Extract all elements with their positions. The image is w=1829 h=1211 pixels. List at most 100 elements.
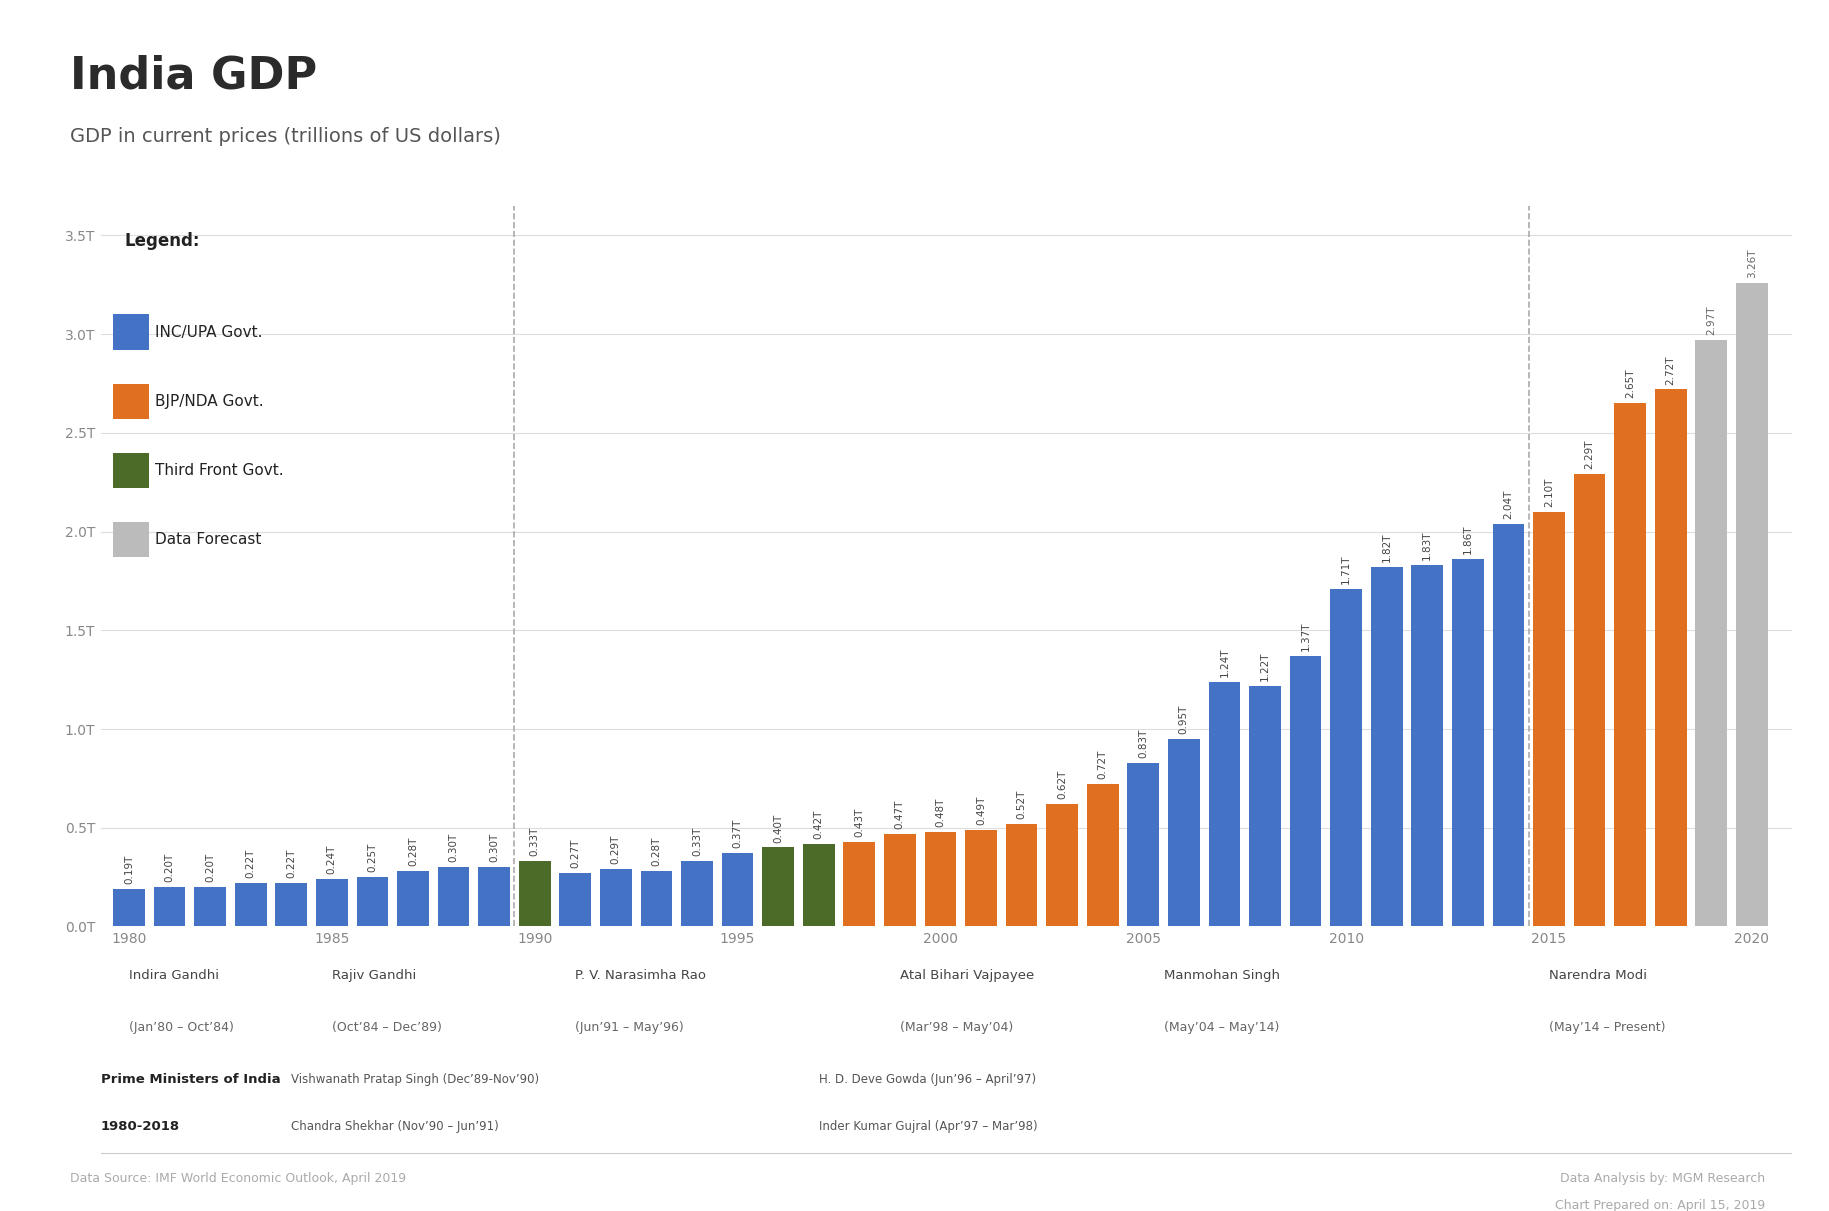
Bar	[1695, 340, 1727, 926]
Text: 0.20T: 0.20T	[205, 853, 216, 882]
Text: Manmohan Singh: Manmohan Singh	[1163, 969, 1280, 982]
Text: 1.83T: 1.83T	[1423, 530, 1432, 561]
Text: H. D. Deve Gowda (Jun’96 – April’97): H. D. Deve Gowda (Jun’96 – April’97)	[819, 1073, 1035, 1086]
Text: Atal Bihari Vajpayee: Atal Bihari Vajpayee	[900, 969, 1033, 982]
Text: 0.49T: 0.49T	[977, 796, 986, 825]
Text: GDP in current prices (trillions of US dollars): GDP in current prices (trillions of US d…	[70, 127, 501, 147]
Text: Data Source: IMF World Economic Outlook, April 2019: Data Source: IMF World Economic Outlook,…	[70, 1172, 406, 1186]
Text: Legend:: Legend:	[124, 231, 201, 249]
Bar	[1169, 739, 1200, 926]
Text: 0.27T: 0.27T	[571, 839, 580, 868]
Text: Prime Ministers of India: Prime Ministers of India	[101, 1073, 280, 1086]
Bar	[1615, 403, 1646, 926]
Bar	[479, 867, 510, 926]
Text: Rajiv Gandhi: Rajiv Gandhi	[331, 969, 417, 982]
Text: 0.22T: 0.22T	[287, 849, 296, 878]
Text: (May’14 – Present): (May’14 – Present)	[1549, 1021, 1666, 1034]
Bar	[113, 889, 144, 926]
Bar	[1655, 390, 1686, 926]
Text: Data Forecast: Data Forecast	[155, 532, 262, 547]
Bar	[1249, 685, 1280, 926]
Bar	[519, 861, 551, 926]
Bar	[1046, 804, 1077, 926]
Text: 0.30T: 0.30T	[488, 833, 499, 862]
Bar	[154, 886, 185, 926]
Text: 0.19T: 0.19T	[124, 855, 134, 884]
Bar	[640, 871, 673, 926]
Text: 1.86T: 1.86T	[1463, 524, 1472, 555]
Text: 0.33T: 0.33T	[530, 827, 540, 856]
Bar	[1492, 523, 1524, 926]
FancyBboxPatch shape	[113, 384, 150, 419]
Bar	[1289, 656, 1321, 926]
Text: (May’04 – May’14): (May’04 – May’14)	[1163, 1021, 1278, 1034]
Bar	[194, 886, 227, 926]
Text: 2.97T: 2.97T	[1706, 305, 1716, 335]
Bar	[357, 877, 388, 926]
Text: 1.71T: 1.71T	[1341, 555, 1352, 584]
Bar	[397, 871, 428, 926]
Text: 0.52T: 0.52T	[1017, 790, 1026, 819]
Bar	[1573, 475, 1606, 926]
Text: (Jan’80 – Oct’84): (Jan’80 – Oct’84)	[130, 1021, 234, 1034]
Text: Inder Kumar Gujral (Apr’97 – Mar’98): Inder Kumar Gujral (Apr’97 – Mar’98)	[819, 1120, 1037, 1133]
Text: 0.24T: 0.24T	[327, 845, 337, 874]
Bar	[843, 842, 874, 926]
Bar	[560, 873, 591, 926]
Bar	[234, 883, 267, 926]
Text: BJP/NDA Govt.: BJP/NDA Govt.	[155, 394, 263, 409]
Text: (Mar’98 – May’04): (Mar’98 – May’04)	[900, 1021, 1013, 1034]
FancyBboxPatch shape	[113, 453, 150, 488]
Text: Data Analysis by: MGM Research: Data Analysis by: MGM Research	[1560, 1172, 1765, 1186]
Text: 0.48T: 0.48T	[935, 797, 946, 827]
Bar	[1412, 566, 1443, 926]
Bar	[1452, 559, 1483, 926]
Text: 0.20T: 0.20T	[165, 853, 174, 882]
Text: 0.30T: 0.30T	[448, 833, 459, 862]
FancyBboxPatch shape	[113, 315, 150, 350]
Bar	[1533, 512, 1566, 926]
FancyBboxPatch shape	[113, 522, 150, 557]
Text: 2.04T: 2.04T	[1503, 489, 1513, 518]
Text: 1980-2018: 1980-2018	[101, 1120, 179, 1133]
Text: 0.72T: 0.72T	[1097, 750, 1108, 780]
Text: INC/UPA Govt.: INC/UPA Govt.	[155, 325, 263, 340]
Text: 3.26T: 3.26T	[1747, 248, 1758, 279]
Text: 0.42T: 0.42T	[814, 809, 823, 838]
Text: Chart Prepared on: April 15, 2019: Chart Prepared on: April 15, 2019	[1555, 1199, 1765, 1211]
Bar	[316, 879, 348, 926]
Text: 0.28T: 0.28T	[651, 837, 662, 866]
Bar	[437, 867, 470, 926]
Bar	[883, 833, 916, 926]
Bar	[763, 848, 794, 926]
Text: 0.29T: 0.29T	[611, 834, 620, 865]
Text: 2.29T: 2.29T	[1584, 440, 1595, 470]
Bar	[276, 883, 307, 926]
Text: 0.33T: 0.33T	[691, 827, 702, 856]
Bar	[966, 830, 997, 926]
Text: India GDP: India GDP	[70, 54, 316, 98]
Bar	[1209, 682, 1240, 926]
Text: 0.83T: 0.83T	[1138, 728, 1149, 758]
Text: 2.72T: 2.72T	[1666, 355, 1675, 385]
Bar	[1086, 785, 1119, 926]
Text: 0.28T: 0.28T	[408, 837, 419, 866]
Bar	[1736, 283, 1767, 926]
Text: Vishwanath Pratap Singh (Dec’89-Nov’90): Vishwanath Pratap Singh (Dec’89-Nov’90)	[291, 1073, 540, 1086]
Bar	[925, 832, 957, 926]
Text: Indira Gandhi: Indira Gandhi	[130, 969, 219, 982]
Text: 0.25T: 0.25T	[368, 843, 377, 872]
Text: 0.95T: 0.95T	[1180, 705, 1189, 734]
Text: 0.43T: 0.43T	[854, 808, 865, 837]
Bar	[680, 861, 713, 926]
Text: 0.40T: 0.40T	[774, 814, 783, 843]
Text: Narendra Modi: Narendra Modi	[1549, 969, 1646, 982]
Text: 1.37T: 1.37T	[1300, 621, 1311, 652]
Text: (Jun’91 – May’96): (Jun’91 – May’96)	[576, 1021, 684, 1034]
Bar	[1006, 823, 1037, 926]
Bar	[1127, 763, 1160, 926]
Bar	[600, 869, 631, 926]
Text: 1.82T: 1.82T	[1381, 533, 1392, 562]
Text: 0.37T: 0.37T	[733, 819, 743, 849]
Text: Third Front Govt.: Third Front Govt.	[155, 463, 283, 478]
